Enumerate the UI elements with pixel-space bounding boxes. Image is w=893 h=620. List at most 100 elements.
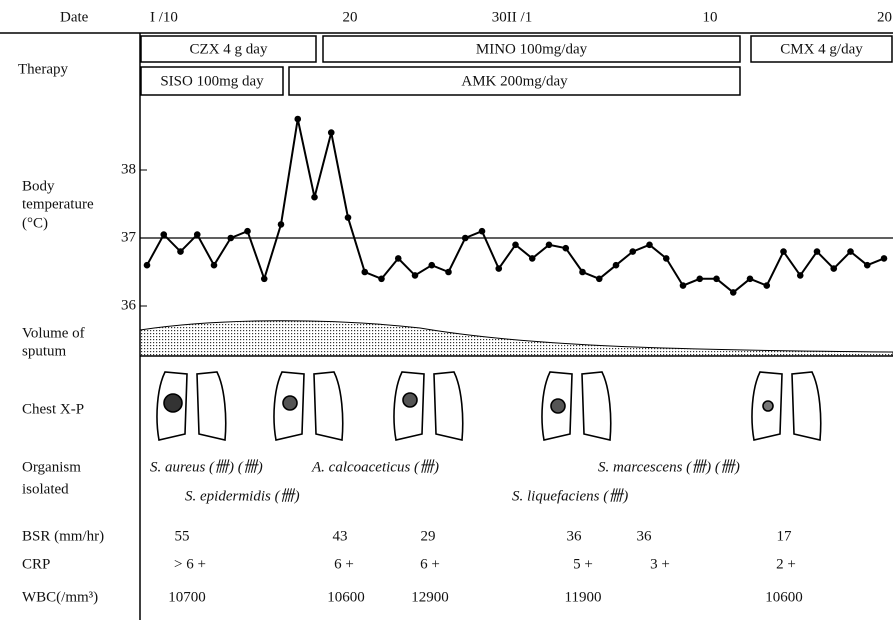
- temperature-point: [445, 269, 452, 276]
- y-tick-label: 38: [121, 161, 136, 177]
- temperature-point: [361, 269, 368, 276]
- temperature-point: [881, 255, 888, 262]
- y-tick-label: 37: [121, 229, 137, 245]
- temperature-point: [830, 265, 837, 272]
- wbc-value: 12900: [411, 589, 449, 605]
- label: WBC(/mm³): [22, 589, 98, 605]
- bsr-value: 55: [175, 528, 190, 544]
- temperature-point: [579, 269, 586, 276]
- temperature-point: [479, 228, 486, 235]
- temperature-point: [847, 248, 854, 255]
- temperature-point: [177, 248, 184, 255]
- temperature-point: [244, 228, 251, 235]
- page: Date Therapy Body temperature (°C) Volume of s…: [0, 0, 893, 620]
- temperature-point: [613, 262, 620, 269]
- wbc-value: 10600: [327, 589, 365, 605]
- organism: A. calcoaceticus (卌): [311, 458, 439, 475]
- crp-value: > 6 +: [174, 556, 206, 572]
- therapy-label: AMK 200mg/day: [461, 73, 568, 89]
- temperature-point: [529, 255, 536, 262]
- label: (°C): [22, 215, 48, 231]
- temperature-point: [495, 265, 502, 272]
- crp-value: 6 +: [420, 556, 440, 572]
- temperature-point: [294, 116, 301, 123]
- temperature-point: [713, 276, 720, 283]
- wbc-value: 10700: [168, 589, 206, 605]
- temperature-point: [629, 248, 636, 255]
- temperature-point: [261, 276, 268, 283]
- bsr-value: 36: [567, 528, 583, 544]
- label: Volume of: [22, 325, 85, 341]
- date-label: 10: [703, 9, 718, 25]
- temperature-point: [412, 272, 419, 279]
- temperature-point: [428, 262, 435, 269]
- temperature-point: [747, 276, 754, 283]
- label: Organism: [22, 459, 81, 475]
- bsr-value: 36: [637, 528, 653, 544]
- bsr-value: 29: [421, 528, 436, 544]
- temperature-point: [680, 282, 687, 289]
- temperature-point: [328, 129, 335, 136]
- temperature-point: [646, 242, 653, 249]
- temperature-point: [311, 194, 318, 201]
- organism: S. marcescens (卌) (卌): [598, 458, 740, 475]
- temperature-point: [730, 289, 737, 296]
- temperature-point: [211, 262, 218, 269]
- bsr-value: 43: [333, 528, 348, 544]
- label: isolated: [22, 481, 69, 497]
- label: temperature: [22, 196, 94, 212]
- crp-value: 6 +: [334, 556, 354, 572]
- temperature-point: [378, 276, 385, 283]
- crp-value: 3 +: [650, 556, 670, 572]
- temperature-point: [596, 276, 603, 283]
- temperature-point: [227, 235, 234, 242]
- xray: [394, 372, 463, 440]
- temperature-point: [797, 272, 804, 279]
- chest-xrays: [157, 372, 821, 440]
- xray: [542, 372, 611, 440]
- label: Date: [60, 9, 89, 25]
- temperature-point: [194, 231, 201, 238]
- crp-value: 2 +: [776, 556, 796, 572]
- temperature-point: [546, 242, 553, 249]
- clinical-chart: Date Therapy Body temperature (°C) Volume of s…: [0, 0, 893, 620]
- date-label: 20: [343, 9, 358, 25]
- temperature-point: [395, 255, 402, 262]
- wbc-value: 11900: [565, 589, 602, 605]
- temperature-point: [144, 262, 151, 269]
- temperature-point: [763, 282, 770, 289]
- temperature-point: [780, 248, 787, 255]
- temperature-point: [562, 245, 569, 252]
- sputum-area: [140, 321, 893, 356]
- label: BSR (mm/hr): [22, 528, 104, 544]
- date-label: 30II /1: [492, 9, 532, 25]
- label: sputum: [22, 343, 67, 359]
- date-label: I /10: [150, 9, 178, 25]
- wbc-value: 10600: [765, 589, 803, 605]
- temperature-point: [160, 231, 167, 238]
- xray: [752, 372, 821, 440]
- temperature-point: [864, 262, 871, 269]
- label: Therapy: [18, 61, 68, 77]
- temperature-point: [512, 242, 519, 249]
- label: Body: [22, 178, 55, 194]
- temperature-point: [462, 235, 469, 242]
- organism: S. liquefaciens (卌): [512, 487, 628, 504]
- therapy-label: CZX 4 g day: [190, 41, 268, 57]
- therapy-label: MINO 100mg/day: [476, 41, 588, 57]
- therapy-label: CMX 4 g/day: [780, 41, 863, 57]
- temperature-point: [345, 214, 352, 221]
- organism: S. epidermidis (卌): [185, 487, 300, 504]
- temperature-point: [696, 276, 703, 283]
- temperature-line: [147, 119, 884, 292]
- label: CRP: [22, 556, 50, 572]
- therapy-label: SISO 100mg day: [160, 73, 264, 89]
- temperature-point: [814, 248, 821, 255]
- temperature-point: [663, 255, 670, 262]
- xray: [274, 372, 343, 440]
- organism: S. aureus (卌) (卌): [150, 458, 263, 475]
- y-tick-label: 36: [121, 297, 137, 313]
- label: Chest X-P: [22, 401, 84, 417]
- xray: [157, 372, 226, 440]
- bsr-value: 17: [777, 528, 793, 544]
